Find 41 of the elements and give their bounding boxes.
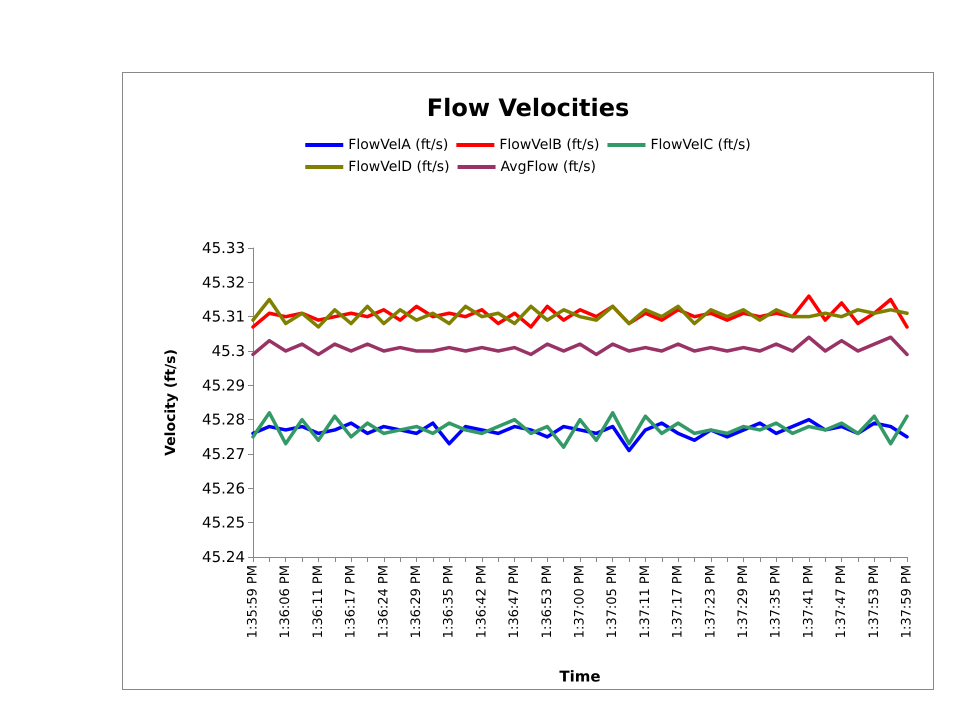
x-tick-label: 1:36:11 PM [310, 565, 326, 638]
y-tick-label: 45.29 [202, 376, 245, 394]
y-tick-label: 45.27 [202, 445, 245, 463]
legend-label: AvgFlow (ft/s) [500, 159, 596, 175]
y-axis-title: Velocity (ft/s) [163, 349, 179, 456]
x-tick-label: 1:36:53 PM [540, 565, 555, 638]
legend-label: FlowVelC (ft/s) [650, 137, 751, 153]
y-tick-label: 45.33 [202, 239, 245, 257]
y-tick-label: 45.24 [202, 548, 245, 566]
x-tick-label: 1:37:59 PM [900, 565, 914, 638]
x-tick-label: 1:37:23 PM [703, 565, 718, 638]
x-tick-label: 1:37:41 PM [801, 565, 816, 638]
y-tick-label: 45.31 [202, 308, 245, 326]
x-tick-label: 1:37:35 PM [768, 565, 784, 638]
x-tick-label: 1:37:53 PM [866, 565, 882, 638]
x-tick-label: 1:36:42 PM [474, 565, 490, 638]
y-tick-label: 45.3 [212, 342, 245, 360]
x-tick-label: 1:37:00 PM [572, 565, 588, 638]
legend-label: FlowVelB (ft/s) [499, 137, 600, 153]
x-tick-label: 1:35:59 PM [246, 565, 260, 638]
x-tick-label: 1:37:17 PM [670, 565, 686, 638]
x-tick-label: 1:36:29 PM [409, 565, 424, 638]
legend-label: FlowVelA (ft/s) [348, 137, 448, 153]
x-tick-label: 1:37:05 PM [605, 565, 620, 638]
y-tick-label: 45.26 [202, 479, 245, 498]
y-tick-label: 45.28 [202, 410, 245, 429]
line-series [251, 336, 909, 356]
y-tick-label: 45.25 [202, 514, 245, 532]
y-tick-label: 45.32 [202, 273, 245, 292]
x-tick-label: 1:37:47 PM [834, 565, 850, 638]
x-axis-title: Time [559, 668, 601, 686]
x-tick-label: 1:37:11 PM [638, 565, 653, 638]
legend-label: FlowVelD (ft/s) [348, 159, 450, 175]
x-tick-label: 1:36:47 PM [507, 565, 522, 638]
line-series [251, 411, 909, 449]
chart-title: Flow Velocities [426, 94, 630, 122]
x-tick-label: 1:36:24 PM [376, 565, 392, 638]
x-tick-label: 1:36:06 PM [278, 565, 294, 638]
x-tick-label: 1:37:29 PM [736, 565, 751, 638]
x-tick-label: 1:36:17 PM [344, 565, 359, 638]
x-tick-label: 1:36:35 PM [442, 565, 457, 638]
